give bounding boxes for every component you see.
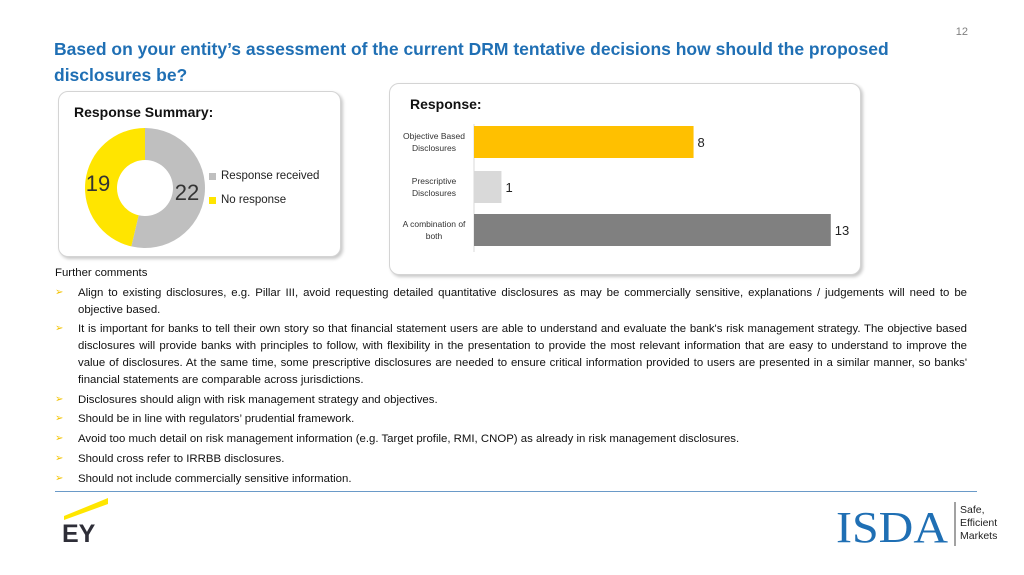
comment-text: Avoid too much detail on risk management… — [78, 433, 740, 446]
response-panel: 8 Objective Based Disclosures 1 Prescriptive… — [389, 83, 861, 275]
response-summary-donut-chart: 22 19 — [84, 128, 205, 248]
comment-item: ➢ Align to existing disclosures, e.g. Pil… — [55, 285, 967, 319]
arrow-bullet-icon: ➢ — [55, 452, 64, 464]
response-title: Response: — [410, 96, 482, 112]
ey-logo: EY — [62, 498, 108, 544]
footer-divider — [55, 491, 977, 492]
ey-logo-beam — [64, 498, 108, 520]
comment-item: ➢ Disclosures should align with risk mana… — [55, 392, 967, 409]
comment-item: ➢ Should not include commercially sensiti… — [55, 471, 967, 488]
legend-item-response-received: Response received — [209, 164, 319, 188]
bar-data-label-objective-based: 8 — [698, 135, 705, 150]
isda-logo: ISDA Safe, Efficient Markets — [836, 502, 997, 550]
arrow-bullet-icon: ➢ — [55, 323, 64, 335]
isda-tagline-line-2: Efficient — [960, 517, 997, 529]
slide-title: Based on your entity’s assessment of the… — [54, 39, 889, 85]
donut-slice-no-response — [84, 128, 145, 247]
arrow-bullet-icon: ➢ — [55, 413, 64, 425]
arrow-bullet-icon: ➢ — [55, 393, 64, 405]
comment-item: ➢ Should cross refer to IRRBB disclosures… — [55, 451, 967, 468]
bar-objective-based — [474, 126, 694, 158]
further-comments: Further comments ➢ Align to existing disc… — [55, 265, 967, 491]
legend-swatch-response-received — [209, 172, 216, 180]
bar-category-label-prescriptive: Disclosures — [412, 188, 456, 198]
response-summary-legend: Response received No response — [209, 164, 319, 212]
isda-logo-text: ISDA — [836, 503, 948, 550]
comment-item: ➢ Avoid too much detail on risk managemen… — [55, 431, 967, 448]
response-bar-chart: 8 Objective Based Disclosures 1 Prescriptive… — [403, 124, 849, 252]
legend-label-response-received: Response received — [221, 170, 320, 182]
bar-category-label-combination: A combination of — [403, 219, 466, 229]
comment-text: Should cross refer to IRRBB disclosures. — [78, 452, 285, 465]
comment-text: It is important for banks to tell their … — [78, 323, 967, 386]
isda-tagline-line-1: Safe, — [960, 504, 985, 516]
legend-item-no-response: No response — [209, 188, 319, 212]
comment-list: ➢ Align to existing disclosures, e.g. Pil… — [55, 285, 967, 488]
response-summary-title: Response Summary: — [74, 104, 214, 120]
legend-label-no-response: No response — [221, 194, 287, 206]
response-summary-panel: Response Summary: 22 19 Response received… — [58, 91, 341, 257]
isda-tagline-line-3: Markets — [960, 530, 997, 542]
bar-data-label-prescriptive: 1 — [505, 180, 512, 195]
comment-item: ➢ Should be in line with regulators’ prud… — [55, 411, 967, 428]
bar-prescriptive — [474, 171, 502, 203]
further-comments-heading: Further comments — [55, 267, 148, 279]
arrow-bullet-icon: ➢ — [55, 286, 64, 298]
comment-item: ➢ It is important for banks to tell their… — [55, 321, 967, 388]
comment-text: Should not include commercially sensitiv… — [78, 472, 352, 485]
arrow-bullet-icon: ➢ — [55, 472, 64, 484]
ey-logo-text: EY — [62, 520, 96, 544]
legend-swatch-no-response — [209, 196, 216, 204]
comment-text: Disclosures should align with risk manag… — [78, 393, 438, 406]
donut-data-label-response-received: 22 — [175, 180, 199, 205]
arrow-bullet-icon: ➢ — [55, 433, 64, 445]
bar-category-label-objective-based: Disclosures — [412, 143, 456, 153]
bar-category-label-combination: both — [426, 231, 443, 241]
comment-text: Align to existing disclosures, e.g. Pill… — [78, 286, 967, 316]
comment-text: Should be in line with regulators’ prude… — [78, 413, 355, 426]
donut-data-label-no-response: 19 — [86, 171, 110, 196]
bar-category-label-objective-based: Objective Based — [403, 131, 465, 141]
donut-slice-response-received — [131, 128, 205, 248]
page-number: 12 — [955, 26, 968, 38]
bar-category-label-prescriptive: Prescriptive — [412, 176, 457, 186]
bar-data-label-combination: 13 — [835, 223, 849, 238]
bar-combination — [474, 214, 831, 246]
